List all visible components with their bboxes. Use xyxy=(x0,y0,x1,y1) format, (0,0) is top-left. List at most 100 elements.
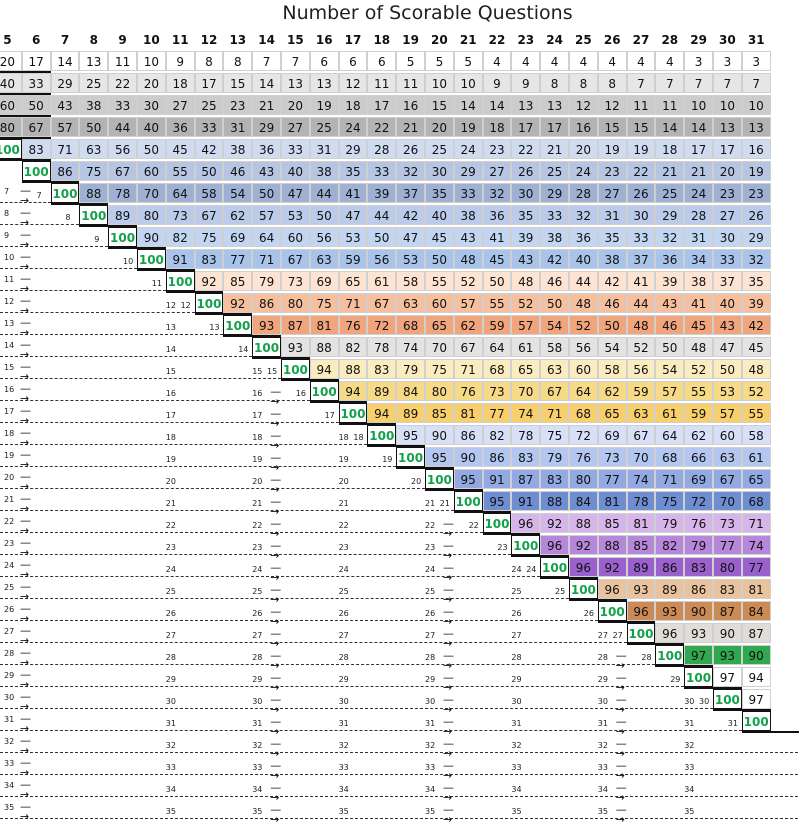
score-cell: 16 xyxy=(396,95,425,115)
score-cell: 67 xyxy=(21,117,51,137)
row-label: 33 xyxy=(4,759,15,768)
score-cell: 10 xyxy=(425,73,454,93)
score-cell: 45 xyxy=(741,337,771,357)
score-cell: 24 xyxy=(684,183,713,203)
score-cell: 72 xyxy=(684,491,713,511)
row-label: 21 xyxy=(252,499,263,508)
row-label: 31 xyxy=(597,719,608,728)
score-cell: 45 xyxy=(425,227,454,247)
score-cell: 41 xyxy=(684,293,713,313)
score-cell: 17 xyxy=(194,73,224,93)
row-label: 25 xyxy=(555,587,566,596)
score-cell: 83 xyxy=(713,579,742,599)
stair-line xyxy=(569,599,627,601)
arrow-icon: —→ xyxy=(20,360,31,383)
score-cell: 29 xyxy=(252,117,281,137)
score-cell: 63 xyxy=(626,403,656,423)
arrow-icon: —→ xyxy=(270,407,282,430)
score-cell: 40 xyxy=(713,293,742,313)
stair-line xyxy=(194,313,253,315)
column-header: 24 xyxy=(546,33,563,47)
score-cell: 6 xyxy=(338,51,368,71)
score-cell: 76 xyxy=(569,447,598,467)
arrow-icon: —→ xyxy=(20,228,31,251)
score-cell: 77 xyxy=(482,403,512,423)
score-cell: 5 xyxy=(453,51,483,71)
score-cell: 52 xyxy=(511,293,541,313)
score-cell: 25 xyxy=(425,139,454,159)
score-cell: 36 xyxy=(569,227,598,247)
row-label: 23 xyxy=(252,543,263,552)
row-label: 27 xyxy=(4,627,15,636)
score-cell: 43 xyxy=(252,161,281,181)
column-header: 9 xyxy=(118,33,127,47)
arrow-icon: —→ xyxy=(270,627,282,650)
score-cell: 31 xyxy=(684,227,713,247)
score-cell: 88 xyxy=(540,491,569,511)
score-cell: 35 xyxy=(511,205,541,225)
score-cell: 58 xyxy=(194,183,224,203)
score-cell: 83 xyxy=(511,447,541,467)
row-label: 30 xyxy=(684,697,695,706)
score-cell: 3 xyxy=(741,51,771,71)
stair-line xyxy=(425,489,483,491)
arrow-icon: —→ xyxy=(615,715,627,738)
score-cell: 44 xyxy=(309,183,339,203)
score-cell: 28 xyxy=(569,183,598,203)
row-label: 24 xyxy=(526,565,537,574)
score-cell: 8 xyxy=(223,51,253,71)
score-cell: 95 xyxy=(482,491,512,511)
score-cell: 55 xyxy=(425,271,454,291)
column-header: 18 xyxy=(373,33,391,47)
column-header: 16 xyxy=(315,33,333,47)
score-cell: 52 xyxy=(626,337,656,357)
stair-line xyxy=(21,181,80,183)
score-cell: 84 xyxy=(569,491,598,511)
score-cell: 39 xyxy=(367,183,397,203)
perfect-score-cell: 100 xyxy=(511,535,541,555)
score-cell: 46 xyxy=(540,271,569,291)
score-cell: 68 xyxy=(396,315,425,335)
row-label: 22 xyxy=(468,521,479,530)
score-cell: 33 xyxy=(194,117,224,137)
row-label: 16 xyxy=(4,385,15,394)
row-label: 8 xyxy=(4,209,10,218)
arrow-icon: —→ xyxy=(443,715,454,738)
score-cell: 77 xyxy=(597,469,627,489)
score-cell: 30 xyxy=(626,205,656,225)
row-label: 26 xyxy=(511,609,522,618)
column-header: 22 xyxy=(488,33,506,47)
arrow-icon: —→ xyxy=(615,693,627,716)
score-cell: 66 xyxy=(684,447,713,467)
score-cell: 21 xyxy=(396,117,425,137)
score-cell: 95 xyxy=(396,425,425,445)
row-guide-line xyxy=(0,312,195,313)
score-cell: 70 xyxy=(511,381,541,401)
row-label: 26 xyxy=(4,605,15,614)
row-label: 13 xyxy=(209,323,220,332)
row-label: 24 xyxy=(425,565,436,574)
row-guide-line xyxy=(0,290,166,291)
stair-line xyxy=(540,577,598,579)
score-cell: 11 xyxy=(367,73,397,93)
score-cell: 93 xyxy=(713,645,742,665)
perfect-score-cell: 100 xyxy=(741,711,771,731)
score-cell: 35 xyxy=(338,161,368,181)
score-cell: 70 xyxy=(713,491,742,511)
score-cell: 40 xyxy=(569,249,598,269)
row-label: 22 xyxy=(425,521,436,530)
score-cell: 59 xyxy=(684,403,713,423)
score-cell: 92 xyxy=(569,535,598,555)
score-cell: 33 xyxy=(281,139,310,159)
score-cell: 19 xyxy=(309,95,339,115)
score-cell: 24 xyxy=(338,117,368,137)
row-guide-line xyxy=(0,554,512,555)
column-header: 31 xyxy=(747,33,765,47)
score-cell: 93 xyxy=(281,337,310,357)
score-cell: 37 xyxy=(626,249,656,269)
score-cell: 14 xyxy=(50,51,80,71)
arrow-icon: —→ xyxy=(615,649,627,672)
row-guide-line xyxy=(0,400,310,401)
row-guide-line xyxy=(0,422,339,423)
row-label: 9 xyxy=(4,231,10,240)
